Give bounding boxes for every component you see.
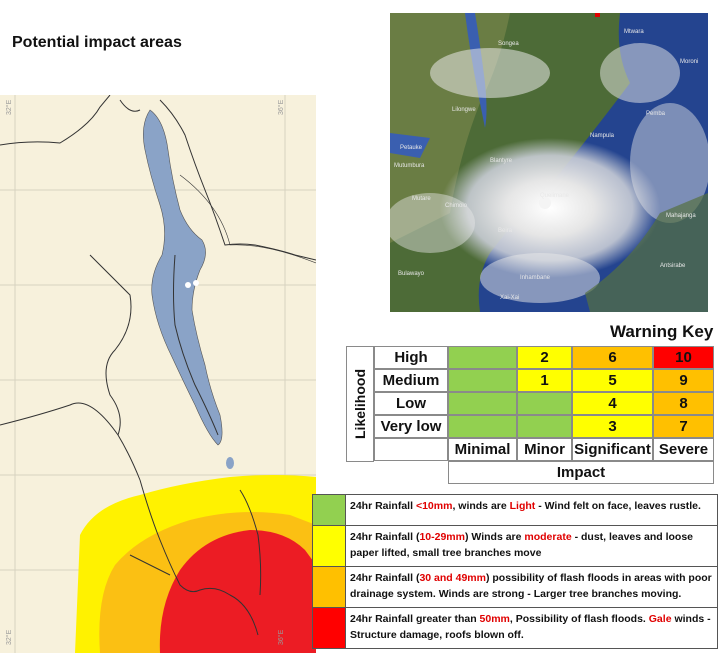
risk-cell: 2 [517,346,572,369]
risk-cell: 8 [653,392,714,415]
risk-cell: 3 [572,415,653,438]
place-label: Chimoio [445,203,468,209]
warning-key-title: Warning Key [610,322,714,341]
legend-text: 24hr Rainfall <10mm, winds are Light - W… [346,495,705,525]
risk-cell [448,392,517,415]
place-label: Xai-Xai [500,295,520,301]
place-label: Pemba [646,111,666,117]
risk-cell: 4 [572,392,653,415]
risk-cell: 6 [572,346,653,369]
coord-label: 32°E [6,99,13,115]
likelihood-row-label: High [374,346,448,369]
impact-map-graphic [0,95,316,653]
legend-fragment: 24hr Rainfall [350,500,416,512]
legend-swatch [313,526,346,566]
legend-highlight: <10mm [415,500,453,512]
legend-fragment: 24hr Rainfall ( [350,531,420,543]
place-label: Inhambane [520,275,551,281]
legend-text: 24hr Rainfall (30 and 49mm) possibility … [346,567,717,607]
legend-row: 24hr Rainfall greater than 50mm, Possibi… [313,608,717,648]
legend-text: 24hr Rainfall greater than 50mm, Possibi… [346,608,717,648]
impact-map: 32°E 36°E 32°E 36°E [0,95,316,653]
coord-label: 36°E [278,629,285,645]
satellite-image: Songea Mtwara Moroni Pemba Lilongwe Namp… [390,13,708,312]
place-label: Bulawayo [398,271,425,277]
risk-cell [517,415,572,438]
likelihood-label: Likelihood [352,369,368,439]
likelihood-row-label: Medium [374,369,448,392]
legend-fragment: winds - Structure damage, roofs blown of… [350,613,711,641]
legend-row: 24hr Rainfall <10mm, winds are Light - W… [313,495,717,526]
legend-swatch [313,608,346,648]
impact-column-label: Severe [653,438,714,461]
place-label: Mutumbura [394,163,425,169]
place-label: Mahajanga [666,213,696,219]
blank-cell [374,438,448,461]
legend-highlight: Light [509,500,536,512]
legend-highlight: 50mm [479,613,510,625]
impact-column-label: Minor [517,438,572,461]
legend-fragment: 24hr Rainfall ( [350,572,420,584]
lake-malawi [143,109,223,446]
legend-row: 24hr Rainfall (10-29mm) Winds are modera… [313,526,717,567]
impact-column-label: Significant [572,438,653,461]
legend-text: 24hr Rainfall (10-29mm) Winds are modera… [346,526,717,566]
place-label: Antsirabe [660,263,686,269]
legend-fragment: , winds are [452,500,510,512]
place-label: Blantyre [490,158,513,164]
risk-cell: 7 [653,415,714,438]
place-label: Nampula [590,133,615,139]
legend-highlight: moderate [524,531,572,543]
impact-column-label: Minimal [448,438,517,461]
coord-label: 32°E [6,629,13,645]
impact-legend: 24hr Rainfall <10mm, winds are Light - W… [312,494,718,649]
likelihood-axis: Likelihood [346,346,374,462]
place-label: Moroni [680,59,699,65]
likelihood-row-label: Low [374,392,448,415]
legend-fragment: , Possibility of flash floods. [509,613,649,625]
impact-label: Impact [448,461,714,484]
place-label: Mutare [412,196,431,202]
legend-fragment: ) possibility of flash floods in areas w… [350,572,712,600]
risk-cell: 1 [517,369,572,392]
legend-fragment: ) Winds are [464,531,525,543]
place-label: Songea [498,41,519,47]
satellite-graphic [390,13,708,312]
red-zone [159,530,316,653]
place-label: Mtwara [624,29,644,35]
legend-highlight: Gale [648,613,672,625]
risk-cell [517,392,572,415]
legend-row: 24hr Rainfall (30 and 49mm) possibility … [313,567,717,608]
place-label: Petauke [400,145,423,151]
legend-fragment: - Wind felt on face, leaves rustle. [535,500,701,512]
risk-cell: 5 [572,369,653,392]
legend-fragment: - dust, leaves and loose paper lifted, s… [350,531,694,559]
risk-cell [448,369,517,392]
place-label: Quelimane [540,193,570,199]
likelihood-row-label: Very low [374,415,448,438]
legend-swatch [313,495,346,525]
risk-cell: 9 [653,369,714,392]
risk-cell: 10 [653,346,714,369]
place-label: Beira [498,228,513,234]
legend-swatch [313,567,346,607]
legend-fragment: 24hr Rainfall greater than [350,613,480,625]
page-title: Potential impact areas [12,34,182,51]
coord-label: 36°E [278,99,285,115]
risk-cell [448,415,517,438]
place-label: Lilongwe [452,107,476,113]
legend-highlight: 10-29mm [419,531,465,543]
legend-highlight: 30 and 49mm [419,572,486,584]
risk-cell [448,346,517,369]
